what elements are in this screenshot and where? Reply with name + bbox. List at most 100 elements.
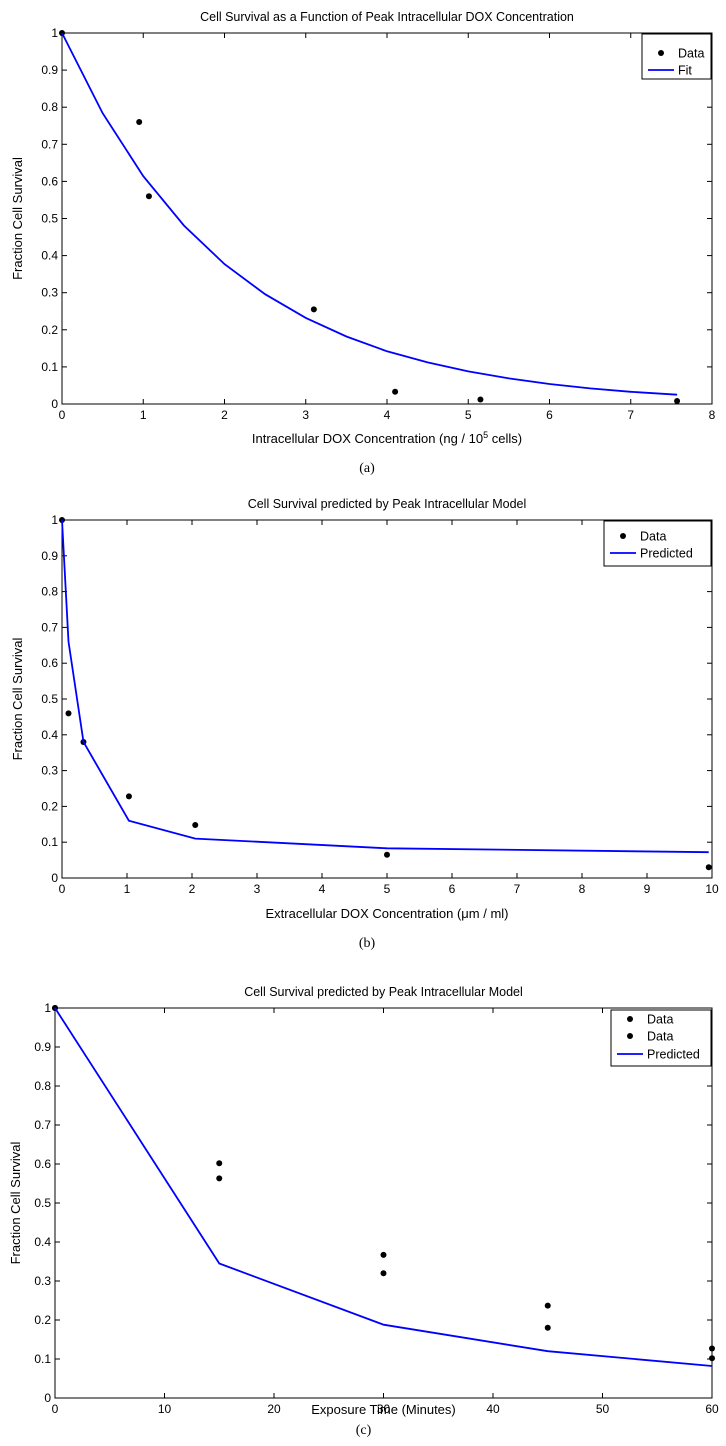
data-point (705, 864, 712, 871)
chart-2: Cell Survival predicted by Peak Intracel… (8, 985, 719, 1438)
x-tick-label: 2 (221, 408, 228, 422)
y-tick-label: 0.2 (41, 323, 58, 337)
x-tick-label: 30 (377, 1402, 391, 1416)
y-tick-label: 0.7 (41, 137, 58, 151)
data-point (384, 851, 390, 858)
x-tick-label: 8 (579, 882, 586, 896)
legend-marker-swatch (627, 1033, 633, 1039)
legend-entry: Fit (678, 64, 692, 78)
x-tick-label: 4 (319, 882, 326, 896)
series-line-predicted (54, 1007, 713, 1367)
y-tick-label: 0.3 (34, 1274, 51, 1288)
y-tick-label: 0.4 (41, 728, 58, 742)
plot-frame (61, 519, 713, 879)
series-line-fit (61, 32, 678, 396)
x-tick-label: 3 (302, 408, 309, 422)
data-point (216, 1160, 223, 1167)
x-tick-label: 5 (465, 408, 472, 422)
x-tick-label: 9 (644, 882, 651, 896)
y-tick-label: 0.2 (41, 799, 58, 813)
x-axis-label: Extracellular DOX Concentration (μm / ml… (265, 906, 508, 921)
x-axis-label: Exposure Time (Minutes) (311, 1402, 456, 1417)
x-tick-label: 10 (705, 882, 719, 896)
y-tick-label: 0 (44, 1391, 51, 1405)
x-tick-label: 8 (709, 408, 716, 422)
plot-frame (61, 32, 713, 405)
y-tick-label: 0.9 (34, 1040, 51, 1054)
data-point (709, 1355, 715, 1362)
x-tick-label: 3 (254, 882, 261, 896)
x-tick-label: 50 (596, 1402, 610, 1416)
x-tick-label: 6 (546, 408, 553, 422)
data-point (310, 306, 317, 313)
data-point (674, 398, 681, 405)
chart-1: Cell Survival predicted by Peak Intracel… (10, 497, 719, 951)
x-tick-label: 0 (59, 408, 66, 422)
y-tick-label: 1 (51, 513, 58, 527)
y-tick-label: 0.9 (41, 549, 58, 563)
data-point (145, 193, 152, 200)
y-tick-label: 0.1 (41, 360, 58, 374)
legend-entry: Predicted (640, 547, 693, 561)
legend: Data Data Predicted (610, 1009, 712, 1067)
y-tick-label: 0 (51, 871, 58, 885)
figure-caption: (c) (356, 1423, 372, 1438)
data-point (392, 388, 399, 395)
legend-marker-swatch (658, 50, 664, 56)
y-tick-label: 0.5 (41, 692, 58, 706)
legend: Data Fit (641, 33, 712, 80)
legend-box (603, 520, 712, 567)
series-line-predicted (61, 519, 709, 854)
legend-entry: Data (678, 47, 704, 61)
y-tick-label: 0.3 (41, 764, 58, 778)
x-tick-label: 0 (59, 882, 66, 896)
y-tick-label: 0.6 (41, 174, 58, 188)
x-tick-label: 20 (267, 1402, 281, 1416)
data-point (544, 1302, 551, 1309)
chart-title: Cell Survival predicted by Peak Intracel… (248, 497, 527, 511)
y-tick-label: 0.3 (41, 286, 58, 300)
x-tick-label: 4 (384, 408, 391, 422)
legend-entry: Data (647, 1030, 673, 1044)
legend-marker-swatch (627, 1016, 633, 1022)
chart-title: Cell Survival as a Function of Peak Intr… (200, 10, 574, 24)
y-tick-label: 0.1 (41, 835, 58, 849)
data-point (136, 119, 143, 126)
x-tick-label: 5 (384, 882, 391, 896)
y-tick-label: 0.8 (41, 585, 58, 599)
y-tick-label: 0.7 (34, 1118, 51, 1132)
data-point (709, 1345, 715, 1352)
x-tick-label: 7 (514, 882, 521, 896)
x-tick-label: 60 (705, 1402, 719, 1416)
y-tick-label: 0.8 (41, 100, 58, 114)
y-tick-label: 0.9 (41, 63, 58, 77)
chart-title: Cell Survival predicted by Peak Intracel… (244, 985, 523, 999)
y-axis-label: Fraction Cell Survival (10, 157, 25, 280)
y-tick-label: 0.7 (41, 620, 58, 634)
y-tick-label: 0.1 (34, 1352, 51, 1366)
y-tick-label: 1 (44, 1001, 51, 1015)
y-tick-label: 0.4 (41, 249, 58, 263)
y-tick-label: 0 (51, 397, 58, 411)
x-tick-label: 1 (124, 882, 131, 896)
data-point (216, 1175, 223, 1182)
y-tick-label: 1 (51, 26, 58, 40)
data-point (65, 710, 72, 717)
y-axis-label: Fraction Cell Survival (10, 637, 25, 760)
data-point (477, 396, 484, 403)
legend-marker-swatch (620, 533, 626, 539)
y-tick-label: 0.6 (34, 1157, 51, 1171)
legend: Data Predicted (603, 520, 712, 567)
x-tick-label: 2 (189, 882, 196, 896)
x-tick-label: 10 (158, 1402, 172, 1416)
figure-caption: (b) (359, 936, 376, 951)
x-tick-label: 7 (627, 408, 634, 422)
data-point (380, 1251, 387, 1258)
y-tick-label: 0.8 (34, 1079, 51, 1093)
x-tick-label: 6 (449, 882, 456, 896)
data-point (125, 793, 132, 800)
figure-caption: (a) (359, 461, 375, 476)
x-axis-label: Intracellular DOX Concentration (ng / 10… (252, 430, 522, 446)
y-tick-label: 0.4 (34, 1235, 51, 1249)
y-tick-label: 0.2 (34, 1313, 51, 1327)
